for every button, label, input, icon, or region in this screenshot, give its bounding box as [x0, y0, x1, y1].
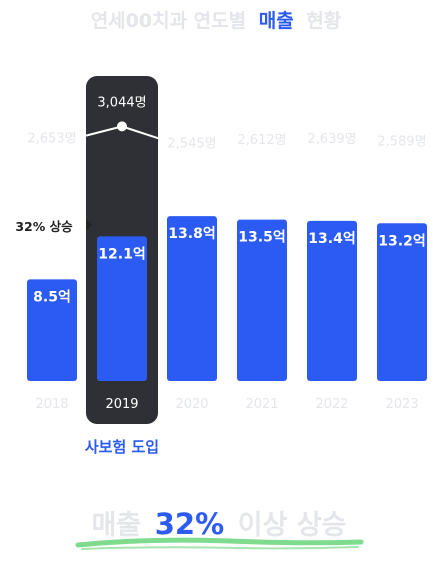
- patients-label-2018: 2,653명: [27, 131, 76, 146]
- footer-text: 매출 32% 이상 상승: [91, 507, 346, 541]
- chart-title-suffix: 현황: [306, 9, 341, 32]
- footer-highlight: 32%: [155, 507, 224, 541]
- x-tick-2019: 2019: [105, 397, 138, 412]
- bar-value-label-2019: 12.1억: [98, 246, 145, 262]
- chart-title-highlight: 매출: [259, 10, 294, 32]
- patients-label-2021: 2,612명: [237, 133, 286, 148]
- bar-2019: [97, 236, 147, 381]
- bars-layer: 8.5억 2018 12.1억 2019 13.8억 2020 13.5억 2021 13.4억…: [27, 216, 427, 412]
- bar-value-label-2021: 13.5억: [238, 230, 285, 246]
- patients-label-2022: 2,639명: [307, 132, 356, 147]
- x-tick-2022: 2022: [315, 397, 348, 412]
- bar-2021: [237, 219, 287, 381]
- bar-value-label-2023: 13.2억: [378, 233, 425, 249]
- footer-underline-stroke: [81, 546, 359, 550]
- growth-tag-label: 32% 상승: [15, 219, 73, 234]
- patients-label-2020: 2,545명: [167, 136, 216, 151]
- bar-2020: [167, 216, 217, 381]
- bar-value-label-2020: 13.8억: [168, 226, 215, 242]
- x-tick-2020: 2020: [175, 397, 208, 412]
- chart-title-prefix: 연세00치과 연도별: [91, 10, 246, 32]
- growth-tag: 32% 상승: [15, 219, 92, 234]
- patients-layer: 2,653명 3,044명 2,545명 2,612명 2,639명 2,589명: [27, 95, 426, 151]
- x-tick-2023: 2023: [385, 397, 418, 412]
- chart-title: 연세00치과 연도별 매출 현황: [91, 9, 342, 32]
- bar-value-label-2022: 13.4억: [308, 231, 355, 247]
- footer-prefix: 매출: [91, 510, 141, 541]
- footer-suffix: 이상 상승: [238, 510, 347, 541]
- x-tick-2021: 2021: [245, 397, 278, 412]
- bar-2018: [27, 279, 77, 381]
- footer-underline: [75, 537, 364, 548]
- event-label: 사보험 도입: [85, 438, 159, 456]
- bar-value-label-2018: 8.5억: [33, 289, 71, 305]
- x-tick-2018: 2018: [35, 397, 68, 412]
- bar-2023: [377, 223, 427, 381]
- patients-label-2023: 2,589명: [377, 134, 426, 149]
- patients-label-2019: 3,044명: [97, 95, 146, 110]
- footer-headline: 매출 32% 이상 상승: [75, 507, 364, 550]
- growth-tag-pointer: [86, 219, 92, 231]
- patients-point-2019: [117, 121, 127, 132]
- bar-2022: [307, 220, 357, 381]
